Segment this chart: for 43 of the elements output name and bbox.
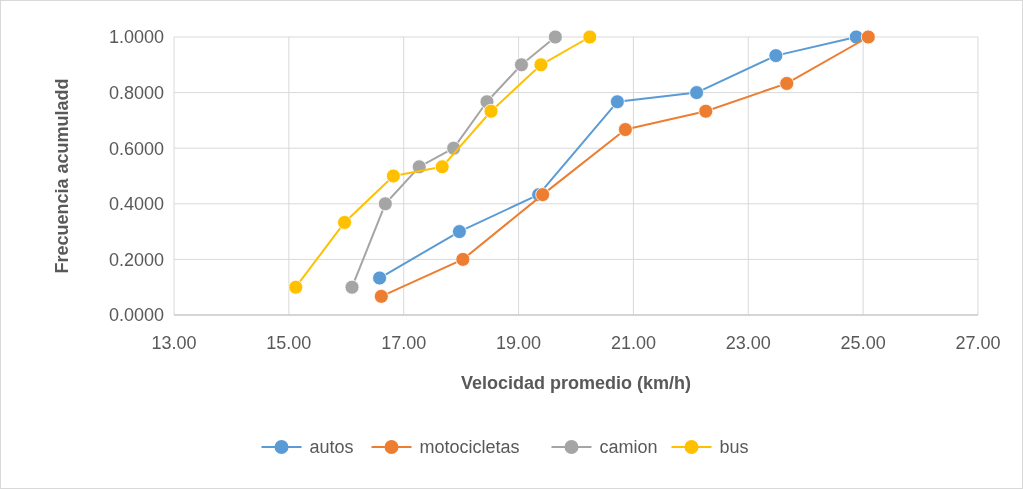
point bbox=[533, 57, 549, 73]
point bbox=[547, 29, 563, 45]
point bbox=[373, 288, 389, 304]
x-tick-label: 27.00 bbox=[955, 333, 1001, 353]
point bbox=[514, 57, 529, 73]
x-tick-label: 17.00 bbox=[381, 333, 427, 353]
legend-label: camion bbox=[599, 437, 658, 458]
point bbox=[535, 187, 551, 203]
x-tick-label: 15.00 bbox=[266, 333, 312, 353]
point bbox=[609, 94, 625, 110]
y-tick-label: 0.0000 bbox=[108, 305, 164, 326]
x-axis-title: Velocidad promedio (km/h) bbox=[460, 373, 692, 393]
point bbox=[337, 215, 352, 230]
legend-label: autos bbox=[309, 437, 354, 458]
point bbox=[288, 279, 304, 295]
point bbox=[698, 103, 714, 119]
legend-label: motocicletas bbox=[419, 437, 520, 458]
point bbox=[455, 252, 471, 267]
legend-label: bus bbox=[719, 437, 749, 458]
x-tick-label: 13.00 bbox=[151, 333, 197, 353]
point bbox=[779, 76, 795, 91]
point bbox=[860, 29, 876, 45]
y-axis-title: Frecuencia acumuladd bbox=[52, 78, 72, 274]
y-tick-label: 1.0000 bbox=[108, 27, 164, 48]
point bbox=[483, 103, 499, 119]
point bbox=[377, 196, 393, 212]
x-tick-label: 21.00 bbox=[610, 333, 656, 353]
point bbox=[385, 168, 401, 184]
x-tick-label: 19.00 bbox=[496, 333, 542, 353]
point bbox=[768, 48, 784, 64]
point bbox=[689, 85, 704, 100]
x-tick-label: 25.00 bbox=[840, 333, 886, 353]
point bbox=[617, 122, 633, 137]
point bbox=[582, 29, 598, 45]
y-tick-label: 0.4000 bbox=[108, 194, 164, 215]
point bbox=[344, 279, 360, 295]
y-tick-label: 0.8000 bbox=[108, 82, 164, 103]
point bbox=[434, 159, 450, 175]
point bbox=[372, 270, 387, 286]
point bbox=[452, 224, 467, 239]
y-tick-label: 0.6000 bbox=[108, 138, 164, 159]
y-tick-label: 0.2000 bbox=[108, 249, 164, 270]
x-tick-label: 23.00 bbox=[725, 333, 771, 353]
